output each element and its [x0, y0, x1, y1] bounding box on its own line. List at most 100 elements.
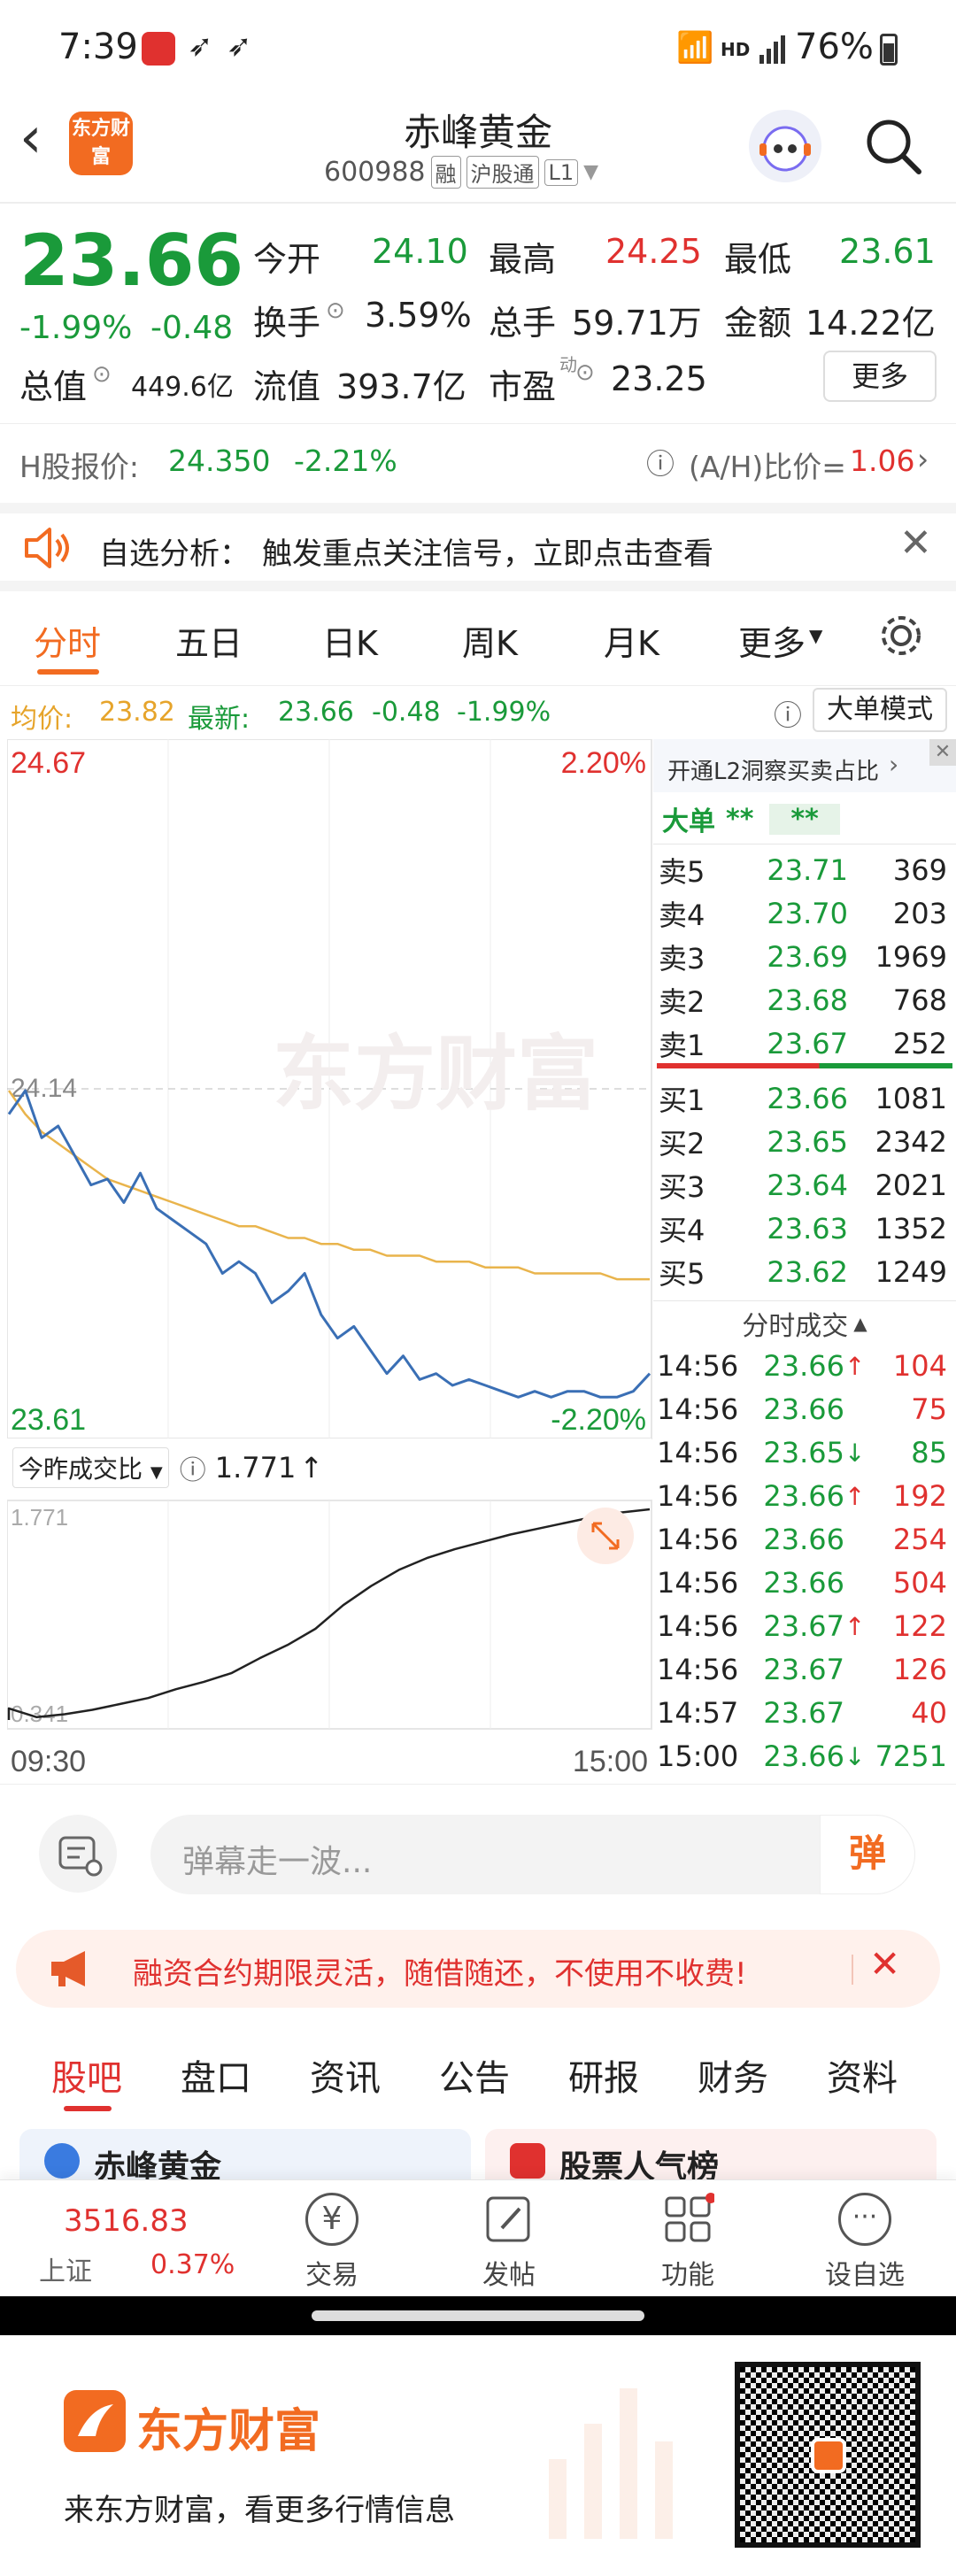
bid-row[interactable]: 买5 23.62 1249 [653, 1251, 956, 1293]
back-icon[interactable]: ‹ [19, 105, 42, 171]
tab-finance[interactable]: 财务 [698, 2058, 768, 2099]
tick-volume: 504 [892, 1566, 947, 1600]
nav-functions[interactable]: 功能 [630, 2193, 745, 2291]
turnover-label: 换手 [253, 304, 321, 343]
volume-label: 总手 [489, 304, 557, 343]
level-label: 卖3 [659, 942, 705, 976]
level-label: 卖2 [659, 985, 705, 1019]
tab-news[interactable]: 资讯 [310, 2058, 381, 2099]
tab-intraday[interactable]: 分时 [34, 624, 102, 663]
tick-time: 14:57 [657, 1696, 739, 1730]
margin-promo-banner[interactable]: 融资合约期限灵活，随借随还，不使用不收费! ✕ [16, 1930, 940, 2008]
bid-row[interactable]: 买4 23.63 1352 [653, 1207, 956, 1250]
tick-arrow-icon: ↑ [844, 1481, 866, 1511]
caret-down-icon: ▼ [809, 625, 823, 646]
tab-announcements[interactable]: 公告 [439, 2058, 510, 2099]
tab-daily-k[interactable]: 日K [322, 624, 378, 663]
level-volume: 252 [892, 1027, 947, 1060]
ticks-title[interactable]: 分时成交 ▲ [742, 1311, 867, 1342]
tick-row: 14:56 23.66 ↑ 104 [653, 1345, 956, 1387]
tab-five-day[interactable]: 五日 [175, 624, 243, 663]
chart-tabs: 分时 五日 日K 周K 月K 更多 ▼ [0, 602, 956, 686]
app-logo[interactable]: 东方财富 [69, 112, 133, 175]
level-volume: 203 [892, 897, 947, 930]
close-icon[interactable]: ✕ [899, 521, 932, 566]
chevron-right-icon[interactable]: › [917, 442, 929, 476]
bid-row[interactable]: 买3 23.64 2021 [653, 1164, 956, 1207]
tick-row: 14:56 23.65 ↓ 85 [653, 1431, 956, 1474]
tab-profile[interactable]: 资料 [827, 2058, 898, 2099]
nav-add-watchlist[interactable]: ··· 设自选 [807, 2193, 922, 2291]
sub-header-bg [7, 1438, 651, 1500]
active-tab-indicator [64, 2106, 112, 2111]
stock-name: 赤峰黄金 [403, 111, 552, 154]
bid-row[interactable]: 买1 23.66 1081 [653, 1077, 956, 1120]
analysis-notice[interactable]: 自选分析： 触发重点关注信号，立即点击查看 ✕ [0, 503, 956, 591]
nav-trade[interactable]: ¥ 交易 [274, 2193, 389, 2291]
tick-time: 14:56 [657, 1609, 739, 1643]
tick-volume: 122 [892, 1609, 947, 1643]
tick-price: 23.67 [763, 1696, 844, 1730]
brand-name: 东方财富 [136, 2405, 321, 2458]
ask-row[interactable]: 卖1 23.67 252 [653, 1022, 956, 1065]
nav-post[interactable]: 发帖 [451, 2193, 567, 2291]
tab-weekly-k[interactable]: 周K [462, 624, 518, 663]
info-icon[interactable]: ⊙ [326, 297, 345, 324]
help-icon[interactable]: ⓘ [774, 698, 803, 732]
ask-row[interactable]: 卖4 23.70 203 [653, 892, 956, 935]
tab-research[interactable]: 研报 [568, 2058, 639, 2099]
level-label: 卖5 [659, 855, 705, 889]
forum-card[interactable]: 赤峰黄金 [19, 2129, 471, 2182]
tab-forum[interactable]: 股吧 [51, 2058, 122, 2099]
brand-logo-icon [64, 2390, 126, 2452]
more-button[interactable]: 更多 [823, 351, 937, 402]
tick-time: 14:56 [657, 1349, 739, 1383]
mktcap-value: 449.6亿 [131, 372, 234, 403]
battery-label: 76% [795, 27, 874, 67]
ask-row[interactable]: 卖5 23.71 369 [653, 849, 956, 891]
mktcap-label: 总值 [19, 367, 88, 406]
sub-max-label: 1.771 [11, 1504, 68, 1531]
pe-value: 23.25 [611, 359, 707, 398]
danmu-list-icon[interactable] [39, 1815, 117, 1893]
index-widget[interactable]: 3516.83 上证 0.37% [0, 2180, 257, 2297]
tick-price: 23.67 [763, 1609, 844, 1643]
ask-row[interactable]: 卖2 23.68 768 [653, 979, 956, 1022]
help-icon[interactable]: ⓘ [646, 447, 675, 481]
settings-icon[interactable] [876, 611, 926, 660]
tick-time: 14:56 [657, 1436, 739, 1469]
close-icon[interactable]: ✕ [869, 1942, 901, 1986]
info-icon[interactable]: ⊙ [92, 361, 112, 388]
sub-indicator-header[interactable]: 今昨成交比 ▼ ⓘ 1.771 ↑ [12, 1447, 323, 1488]
info-icon[interactable]: ⊙ [575, 359, 595, 386]
popularity-card[interactable]: 股票人气榜 [485, 2129, 937, 2182]
home-indicator[interactable] [312, 2310, 644, 2321]
robot-assistant-icon[interactable] [749, 110, 821, 182]
danmu-input[interactable]: 弹幕走一波... 弹 [150, 1815, 915, 1894]
avg-value: 23.82 [99, 697, 175, 728]
bid-row[interactable]: 买2 23.65 2342 [653, 1121, 956, 1163]
big-order-label: 大单 [662, 806, 715, 837]
popularity-card-title: 股票人气榜 [559, 2149, 720, 2182]
qr-code [735, 2362, 921, 2548]
status-time: 7:39 [58, 27, 138, 67]
sub-indicator-select[interactable]: 今昨成交比 ▼ [12, 1447, 169, 1488]
tab-order-book[interactable]: 盘口 [181, 2058, 251, 2099]
help-icon[interactable]: ⓘ [179, 1455, 206, 1486]
danmu-send-button[interactable]: 弹 [820, 1815, 915, 1894]
close-icon[interactable]: ✕ [929, 739, 956, 766]
bottom-nav: 3516.83 上证 0.37% ¥ 交易 发帖 功能 ··· 设自选 [0, 2179, 956, 2296]
level-volume: 1352 [875, 1212, 947, 1246]
intraday-chart[interactable]: 东方财富 24.67 2.20% 24.14 23.61 -2.20% 1.77… [6, 738, 653, 1784]
caret-up-icon: ▲ [853, 1313, 867, 1334]
l2-banner[interactable]: 开通L2洞察买卖占比 › ✕ [653, 739, 956, 792]
pe-label: 市盈 [489, 367, 557, 406]
chevron-down-icon[interactable]: ▼ [583, 161, 599, 183]
tab-more[interactable]: 更多 [738, 624, 806, 663]
big-order-mode-button[interactable]: 大单模式 [813, 688, 947, 732]
tab-monthly-k[interactable]: 月K [604, 624, 659, 663]
ask-row[interactable]: 卖3 23.69 1969 [653, 936, 956, 978]
price-line [7, 1089, 651, 1399]
level-label: 卖4 [659, 899, 705, 932]
search-icon[interactable] [862, 115, 924, 177]
